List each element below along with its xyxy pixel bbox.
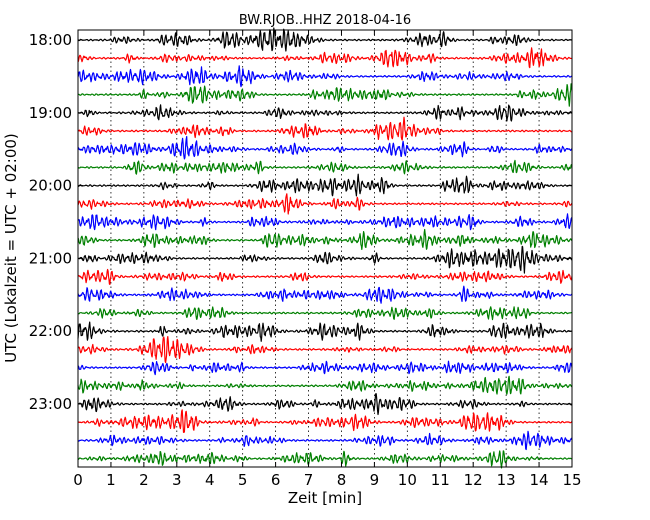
seismic-trace: [77, 104, 573, 122]
x-tick-label: 2: [139, 471, 149, 489]
x-tick-label: 12: [464, 471, 483, 489]
seismic-trace: [77, 136, 573, 160]
axis-ticks: [77, 30, 573, 467]
seismic-trace: [77, 47, 573, 69]
x-tick-label: 9: [370, 471, 380, 489]
x-tick-label: 3: [172, 471, 182, 489]
x-tick-label: 8: [337, 471, 347, 489]
x-tick-label: 15: [562, 471, 581, 489]
seismic-trace: [77, 393, 573, 416]
x-tick-label: 5: [238, 471, 248, 489]
y-tick-label: 19:00: [29, 104, 72, 122]
vertical-grid: [110, 30, 540, 467]
x-tick-label: 11: [431, 471, 450, 489]
seismic-traces: [77, 27, 573, 469]
seismic-trace: [77, 173, 573, 197]
seismic-trace: [77, 65, 573, 88]
y-tick-labels: 18:00 19:00 20:00 21:00 22:00 23:00: [29, 31, 72, 413]
x-tick-label: 1: [106, 471, 116, 489]
y-axis-label: UTC (Lokalzeit = UTC + 02:00): [2, 133, 20, 363]
seismic-trace: [77, 213, 573, 231]
x-tick-label: 13: [497, 471, 516, 489]
seismic-trace: [77, 285, 573, 304]
seismic-trace: [77, 306, 573, 321]
plot-frame: [77, 29, 573, 468]
seismic-trace: [77, 336, 573, 364]
seismic-trace: [77, 193, 573, 215]
seismic-trace: [77, 430, 573, 451]
seismic-trace: [77, 450, 573, 469]
y-tick-label: 18:00: [29, 31, 72, 49]
chart-title: BW.RJOB..HHZ 2018-04-16: [239, 13, 411, 28]
x-tick-label: 4: [205, 471, 215, 489]
seismic-trace: [77, 83, 573, 107]
seismic-trace: [77, 268, 573, 285]
y-tick-label: 20:00: [29, 177, 72, 195]
x-axis-label: Zeit [min]: [288, 489, 362, 507]
seismic-trace: [77, 360, 573, 376]
seismic-trace: [77, 159, 573, 175]
seismic-trace: [77, 228, 573, 250]
y-tick-label: 22:00: [29, 322, 72, 340]
x-tick-label: 7: [304, 471, 314, 489]
x-tick-label: 14: [530, 471, 549, 489]
seismic-trace: [77, 409, 573, 433]
seismic-trace: [77, 27, 573, 52]
seismic-trace: [77, 116, 573, 141]
y-tick-label: 21:00: [29, 249, 72, 267]
x-tick-label: 10: [398, 471, 417, 489]
x-tick-label: 0: [73, 471, 83, 489]
x-tick-label: 6: [271, 471, 281, 489]
y-tick-label: 23:00: [29, 395, 72, 413]
x-tick-labels: 0 1 2 3 4 5 6 7 8 9 10 11 12 13 14 15: [73, 471, 581, 489]
seismic-trace: [77, 375, 573, 395]
seismic-trace: [77, 245, 573, 274]
seismic-trace: [77, 321, 573, 342]
